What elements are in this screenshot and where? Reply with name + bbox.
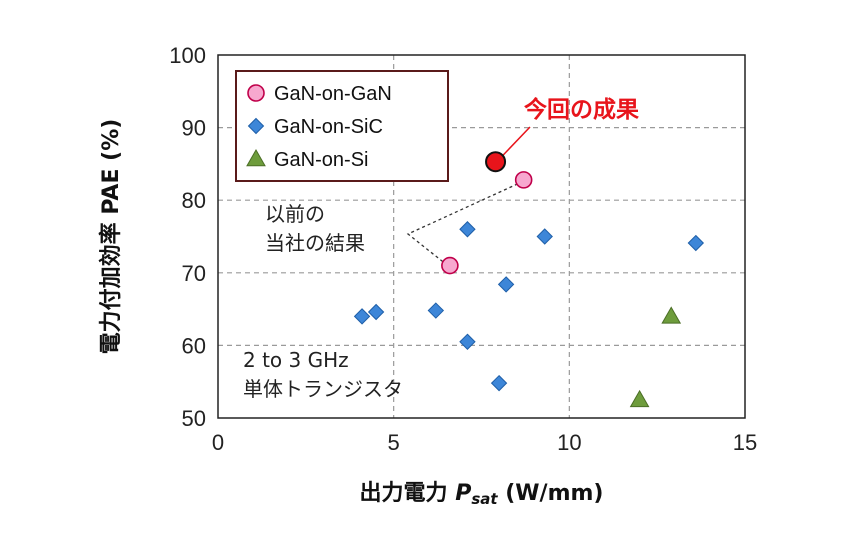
gan-on-si-point (629, 389, 650, 408)
y-tick-label: 70 (182, 261, 206, 286)
x-tick-labels: 0 5 10 15 (212, 430, 757, 455)
gan-on-sic-point (497, 276, 515, 293)
x-tick-label: 5 (388, 430, 400, 455)
gan-on-sic-point (490, 374, 508, 392)
gan-on-sic-point (459, 221, 476, 238)
x-tick-label: 10 (557, 430, 581, 455)
y-axis-title: 電力付加効率 PAE (%) (98, 119, 124, 355)
y-tick-label: 100 (169, 43, 206, 68)
gan-on-sic-point (427, 302, 445, 319)
x-axis-title: 出力電力 Psat (W/mm) (360, 481, 604, 508)
previous-results-leader-line (406, 183, 518, 264)
legend-label-gan-on-sic: GaN-on-SiC (274, 116, 383, 138)
plot-area-frame (217, 54, 746, 419)
gan-on-gan-point (441, 256, 459, 275)
condition-label-line2: 単体トランジスタ (243, 377, 403, 401)
legend-marker-gan-on-gan (247, 84, 265, 102)
highlight-label: 今回の成果 (524, 96, 639, 123)
legend-label-gan-on-si: GaN-on-Si (274, 149, 368, 171)
gan-on-sic-point (536, 228, 553, 245)
legend-marker-gan-on-si (246, 148, 266, 167)
y-tick-label: 50 (182, 406, 206, 431)
legend-label-gan-on-gan: GaN-on-GaN (274, 83, 392, 105)
highlight-leader-line (502, 126, 531, 157)
annotation-leader-lines (406, 126, 531, 264)
condition-label-line1: 2 to 3 GHz (243, 348, 349, 372)
x-tick-label: 0 (212, 430, 224, 455)
highlight-point (485, 151, 507, 173)
y-tick-label: 60 (182, 333, 206, 358)
previous-results-label-line2: 当社の結果 (265, 231, 365, 255)
gan-on-gan-point (514, 171, 533, 189)
previous-results-label-line1: 以前の (265, 202, 325, 226)
gan-on-sic-point (459, 333, 476, 350)
legend: GaN-on-GaN GaN-on-SiC GaN-on-Si (235, 70, 449, 182)
gan-on-sic-point (353, 308, 371, 325)
x-tick-label: 15 (733, 430, 757, 455)
legend-box (235, 70, 449, 182)
y-tick-label: 80 (182, 188, 206, 213)
gan-on-sic-point (367, 303, 385, 321)
gan-on-si-point (661, 306, 682, 324)
legend-marker-gan-on-sic (247, 117, 265, 135)
data-marks (353, 151, 705, 408)
gan-on-sic-point (687, 234, 705, 252)
gridlines (218, 55, 745, 418)
y-tick-label: 90 (182, 116, 206, 141)
y-tick-labels: 50 60 70 80 90 100 (169, 43, 206, 431)
